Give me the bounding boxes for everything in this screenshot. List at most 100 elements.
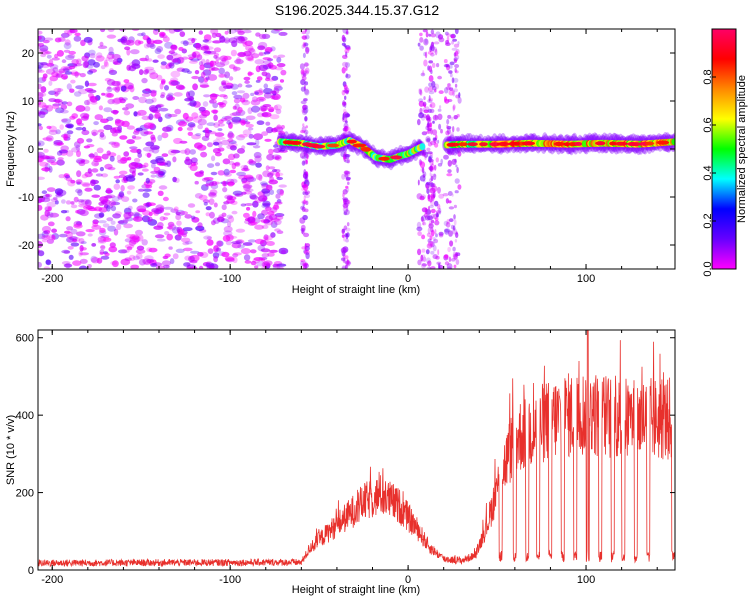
heatmap-cell (303, 169, 307, 175)
heatmap-cell (146, 247, 153, 253)
heatmap-cell (99, 196, 109, 203)
heatmap-cell (187, 122, 196, 128)
heatmap-cell (221, 204, 227, 211)
heatmap-cell (360, 146, 371, 151)
heatmap-cell (121, 249, 130, 254)
heatmap-cell (126, 48, 131, 56)
heatmap-cell (422, 107, 426, 112)
heatmap-cell (151, 97, 157, 103)
heatmap-cell (207, 248, 214, 255)
heatmap-cell (75, 85, 84, 90)
heatmap-cell (195, 225, 205, 231)
heatmap-cell (454, 64, 460, 68)
heatmap-cell (55, 107, 65, 114)
heatmap-cell (41, 167, 51, 172)
heatmap-cell (63, 263, 73, 268)
colorbar-tick-label: 0.6 (702, 117, 714, 132)
heatmap-cell (51, 228, 57, 233)
heatmap-cell (254, 265, 259, 269)
snr-panel: -200 -100 0 100 0 200 400 600 Height of straigh… (5, 329, 676, 596)
heatmap-cell (59, 124, 64, 130)
heatmap-cell (301, 44, 305, 49)
heatmap-cell (182, 112, 189, 120)
heatmap-cell (40, 214, 49, 221)
heatmap-cell (38, 233, 46, 240)
heatmap-cell (164, 231, 170, 236)
heatmap-cell (423, 109, 429, 114)
heatmap-cell (145, 152, 153, 158)
heatmap-cell (248, 127, 254, 131)
heatmap-cell (112, 58, 119, 65)
heatmap-cell (38, 92, 47, 97)
heatmap-cell (342, 146, 348, 153)
heatmap-cell (106, 205, 111, 212)
heatmap-cell (66, 226, 74, 231)
heatmap-cell (259, 98, 264, 102)
heatmap-cell (302, 201, 305, 207)
heatmap-cell (244, 40, 253, 47)
heatmap-cell (346, 113, 351, 118)
heatmap-cell (68, 65, 76, 70)
heatmap-cell (70, 79, 76, 84)
heatmap-cell (453, 88, 459, 93)
heatmap-cell (214, 162, 221, 167)
heatmap-cell (91, 131, 97, 137)
heatmap-cell (164, 85, 169, 91)
y-tick-label: 400 (16, 410, 34, 422)
heatmap-cell (219, 59, 230, 66)
heatmap-cell (341, 265, 347, 269)
heatmap-cell (81, 55, 89, 62)
heatmap-cell (449, 73, 453, 78)
heatmap-cell (430, 229, 435, 237)
heatmap-cell (63, 68, 70, 73)
heatmap-cell (166, 160, 172, 167)
heatmap-cell (303, 149, 309, 155)
heatmap-cell (263, 83, 269, 89)
heatmap-cell (143, 162, 149, 168)
heatmap-cell (241, 177, 248, 183)
heatmap-cell (451, 149, 455, 156)
heatmap-cell (428, 158, 434, 163)
heatmap-cell (108, 141, 117, 145)
heatmap-cell (86, 99, 91, 106)
heatmap-cell (446, 263, 453, 269)
heatmap-cell (378, 156, 390, 161)
heatmap-cell (99, 166, 104, 172)
heatmap-cell (341, 257, 346, 262)
heatmap-cell (41, 238, 49, 243)
heatmap-cell (145, 177, 150, 184)
heatmap-cell (434, 88, 437, 93)
heatmap-cell (224, 256, 235, 262)
heatmap-cell (149, 72, 159, 80)
heatmap-cell (426, 188, 430, 194)
heatmap-cell (108, 51, 115, 56)
heatmap-cell (49, 212, 60, 218)
heatmap-cell (250, 221, 258, 226)
heatmap-cell (115, 179, 120, 184)
heatmap-cell (138, 96, 147, 104)
heatmap-cell (301, 160, 306, 166)
heatmap-cell (272, 204, 280, 210)
heatmap-cell (341, 34, 346, 42)
heatmap-cell (98, 207, 108, 213)
heatmap-cell (75, 144, 81, 151)
heatmap-cell (304, 191, 309, 196)
heatmap-cell (65, 177, 73, 182)
heatmap-cell (278, 31, 288, 36)
heatmap-cell (455, 138, 461, 142)
heatmap-cell (209, 99, 217, 104)
heatmap-cell (76, 58, 82, 65)
heatmap-cell (148, 247, 158, 253)
heatmap-cell (194, 180, 199, 185)
heatmap-cell (265, 121, 271, 126)
heatmap-cell (145, 141, 155, 147)
heatmap-cell (191, 112, 199, 119)
heatmap-cell (426, 232, 432, 237)
heatmap-cell (73, 91, 82, 97)
heatmap-cell (79, 245, 84, 252)
heatmap-cell (172, 176, 177, 183)
heatmap-cell (261, 253, 270, 258)
heatmap-cell (110, 201, 121, 206)
heatmap-cell (100, 245, 106, 249)
heatmap-cell (273, 148, 282, 153)
